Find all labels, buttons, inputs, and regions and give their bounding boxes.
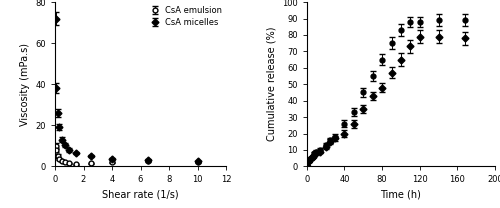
- Y-axis label: Viscosity (mPa.s): Viscosity (mPa.s): [20, 43, 30, 126]
- Legend: CsA emulsion, CsA micelles: CsA emulsion, CsA micelles: [149, 6, 222, 27]
- Y-axis label: Cumulative release (%): Cumulative release (%): [266, 27, 276, 141]
- X-axis label: Shear rate (1/s): Shear rate (1/s): [102, 190, 179, 200]
- X-axis label: Time (h): Time (h): [380, 190, 422, 200]
